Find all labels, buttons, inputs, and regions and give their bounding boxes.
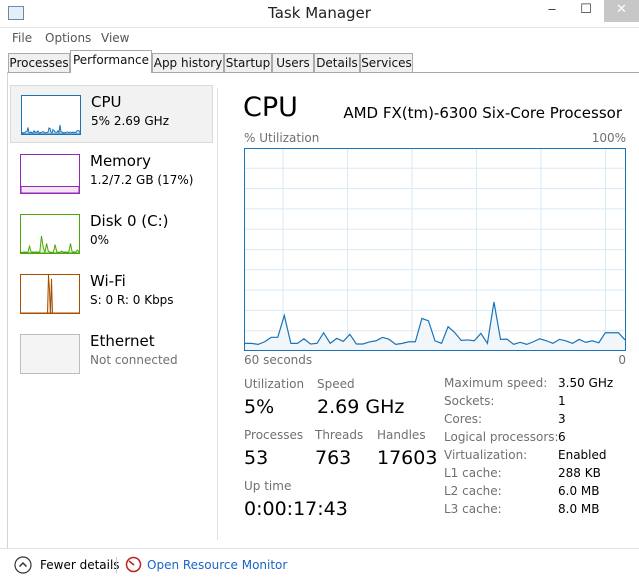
sidebar-item-memory[interactable]: Memory 1.2/7.2 GB (17%)	[10, 145, 213, 203]
y-axis-label: % Utilization	[244, 131, 320, 145]
tab-services[interactable]: Services	[360, 53, 413, 73]
sidebar-item-detail: Not connected	[90, 353, 178, 367]
speed-value: 2.69 GHz	[317, 396, 405, 418]
sidebar-item-name: Ethernet	[90, 332, 155, 350]
minimize-button[interactable]: ‒	[547, 2, 557, 17]
spec-value: 288 KB	[558, 466, 601, 480]
disk-thumbnail-graph	[20, 214, 80, 254]
sidebar-item-name: Disk 0 (C:)	[90, 212, 169, 230]
spec-label: Virtualization:	[444, 448, 528, 462]
spec-value: 3.50 GHz	[558, 376, 614, 390]
threads-label: Threads	[315, 428, 364, 442]
spec-value: 6	[558, 430, 566, 444]
cpu-utilization-graph	[244, 148, 626, 351]
close-button[interactable]: ✕	[604, 0, 639, 22]
window-title: Task Manager	[268, 4, 371, 22]
sidebar-item-ethernet[interactable]: Ethernet Not connected	[10, 325, 213, 383]
utilization-label: Utilization	[244, 377, 305, 391]
spec-label: Sockets:	[444, 394, 495, 408]
menu-view[interactable]: View	[101, 31, 130, 45]
spec-label: L1 cache:	[444, 466, 502, 480]
spec-label: Maximum speed:	[444, 376, 548, 390]
x-axis-label: 60 seconds	[244, 353, 313, 367]
tab-processes[interactable]: Processes	[8, 53, 70, 73]
sidebar-item-detail: 5% 2.69 GHz	[91, 114, 170, 128]
sidebar-item-detail: 1.2/7.2 GB (17%)	[90, 173, 194, 187]
spec-label: Logical processors:	[444, 430, 559, 444]
menu-bar: File Options View	[0, 27, 639, 49]
cpu-thumbnail-line	[22, 124, 80, 134]
menu-options[interactable]: Options	[45, 31, 92, 45]
sidebar-item-name: Memory	[90, 152, 152, 170]
spec-label: L3 cache:	[444, 502, 502, 516]
handles-value: 17603	[377, 447, 438, 469]
tab-users[interactable]: Users	[272, 53, 314, 73]
sidebar-item-cpu[interactable]: CPU 5% 2.69 GHz	[10, 85, 213, 143]
maximize-button[interactable]: ☐	[580, 2, 592, 17]
open-resource-monitor-link[interactable]: Open Resource Monitor	[147, 558, 288, 572]
title-bar: Task Manager ‒ ☐ ✕	[0, 0, 639, 27]
separator	[116, 557, 117, 573]
uptime-value: 0:00:17:43	[244, 498, 348, 520]
spec-value: 8.0 MB	[558, 502, 600, 516]
tab-details[interactable]: Details	[314, 53, 360, 73]
spec-value: 6.0 MB	[558, 484, 600, 498]
task-manager-icon	[8, 6, 24, 20]
x-zero-label: 0	[618, 353, 626, 367]
tab-app-history[interactable]: App history	[152, 53, 224, 73]
uptime-label: Up time	[244, 479, 292, 493]
cpu-thumbnail-graph	[21, 95, 81, 135]
utilization-area	[245, 301, 625, 350]
sidebar-item-detail: 0%	[90, 233, 110, 247]
divider	[217, 88, 218, 540]
processes-value: 53	[244, 447, 269, 469]
wifi-thumbnail-line	[21, 275, 79, 313]
speed-label: Speed	[317, 377, 355, 391]
sidebar-item-detail: S: 0 R: 0 Kbps	[90, 293, 174, 307]
processor-name: AMD FX(tm)-6300 Six-Core Processor	[343, 104, 622, 122]
processes-label: Processes	[244, 428, 304, 442]
sidebar-item-wifi[interactable]: Wi-Fi S: 0 R: 0 Kbps	[10, 265, 213, 323]
spec-value: 3	[558, 412, 566, 426]
disk-thumbnail-line	[21, 235, 79, 253]
menu-file[interactable]: File	[12, 31, 33, 45]
tab-startup[interactable]: Startup	[224, 53, 272, 73]
spec-label: L2 cache:	[444, 484, 502, 498]
utilization-value: 5%	[244, 396, 275, 418]
footer: Fewer details Open Resource Monitor	[0, 548, 639, 580]
spec-value: 1	[558, 394, 566, 408]
sidebar-item-disk[interactable]: Disk 0 (C:) 0%	[10, 205, 213, 263]
sidebar-item-name: Wi-Fi	[90, 272, 126, 290]
fewer-details-button[interactable]: Fewer details	[40, 558, 120, 572]
spec-value: Enabled	[558, 448, 607, 462]
wifi-thumbnail-graph	[20, 274, 80, 314]
resource-monitor-icon	[125, 556, 142, 573]
y-max-label: 100%	[591, 131, 626, 145]
memory-thumbnail-graph	[20, 154, 80, 194]
page-title: CPU	[243, 92, 298, 123]
tab-performance[interactable]: Performance	[70, 50, 152, 73]
threads-value: 763	[315, 447, 352, 469]
ethernet-thumbnail-graph	[20, 334, 80, 374]
spec-label: Cores:	[444, 412, 483, 426]
handles-label: Handles	[377, 428, 426, 442]
sidebar-item-name: CPU	[91, 93, 122, 111]
chevron-up-circle-icon[interactable]	[14, 556, 32, 574]
memory-thumbnail-line	[21, 186, 79, 193]
